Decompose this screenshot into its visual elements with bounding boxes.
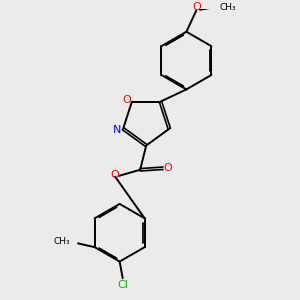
Text: O: O: [163, 163, 172, 172]
Text: O: O: [193, 2, 201, 13]
Text: O: O: [110, 170, 119, 180]
Text: Cl: Cl: [117, 280, 128, 290]
Text: CH₃: CH₃: [219, 3, 236, 12]
Text: O: O: [122, 95, 131, 105]
Text: CH₃: CH₃: [54, 237, 70, 246]
Text: N: N: [113, 125, 121, 135]
